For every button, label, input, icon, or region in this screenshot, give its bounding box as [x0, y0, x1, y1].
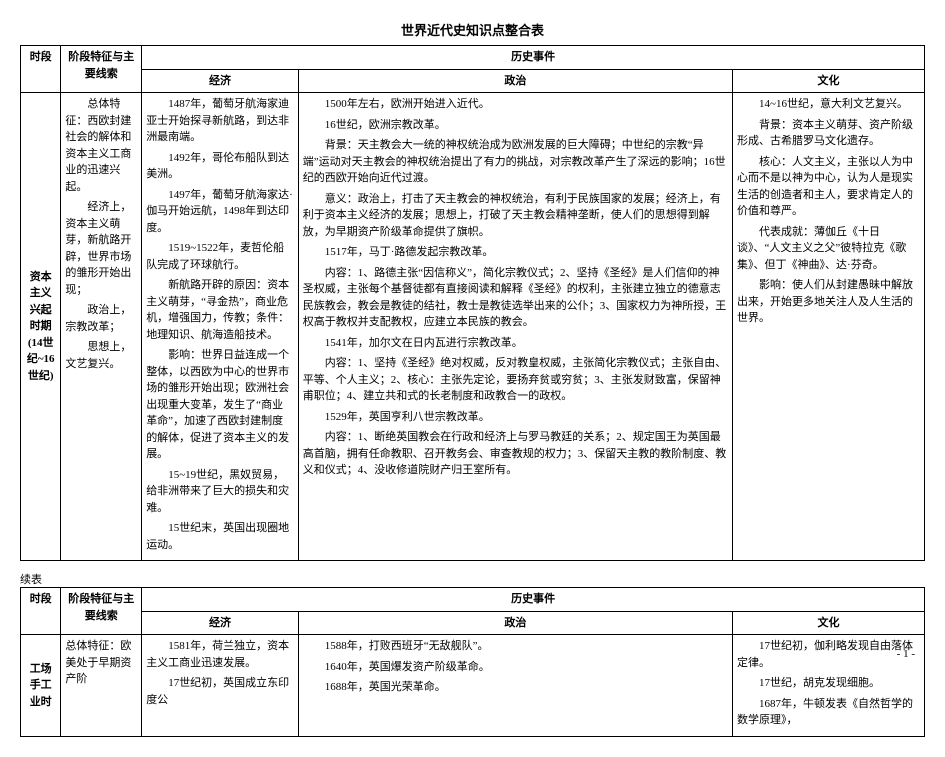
row2-politics: 1588年，打败西班牙“无敌舰队”。1640年，英国爆发资产阶级革命。1688年… [298, 635, 732, 737]
continue-label: 续表 [20, 571, 925, 587]
header-politics: 政治 [298, 69, 732, 93]
header-feature: 阶段特征与主要线索 [61, 46, 142, 93]
main-table: 时段 阶段特征与主要线索 历史事件 经济 政治 文化 资本主义兴起时期(14世纪… [20, 45, 925, 561]
header2-feature: 阶段特征与主要线索 [61, 588, 142, 635]
doc-title: 世界近代史知识点整合表 [20, 20, 925, 39]
row1-period: 资本主义兴起时期(14世纪~16世纪) [21, 93, 61, 561]
row1-politics: 1500年左右，欧洲开始进入近代。16世纪，欧洲宗教改革。背景：天主教会大一统的… [298, 93, 732, 561]
header-economy: 经济 [142, 69, 299, 93]
row1-culture: 14~16世纪，意大利文艺复兴。背景：资本主义萌芽、资产阶级形成、古希腊罗马文化… [733, 93, 925, 561]
header2-politics: 政治 [298, 611, 732, 635]
row2-period: 工场手工业时 [21, 635, 61, 737]
page-number: - 1 - [897, 648, 915, 660]
header-period: 时段 [21, 46, 61, 93]
header2-period: 时段 [21, 588, 61, 635]
header-culture: 文化 [733, 69, 925, 93]
row1-feature: 总体特征：西欧封建社会的解体和资本主义工商业的迅速兴起。经济上，资本主义萌芽，新… [61, 93, 142, 561]
header-events: 历史事件 [142, 46, 925, 70]
continue-table: 时段 阶段特征与主要线索 历史事件 经济 政治 文化 工场手工业时 总体特征：欧… [20, 587, 925, 737]
header2-culture: 文化 [733, 611, 925, 635]
row2-economy: 1581年，荷兰独立，资本主义工商业迅速发展。17世纪初，英国成立东印度公 [142, 635, 299, 737]
row1-economy: 1487年，葡萄牙航海家迪亚士开始探寻新航路，到达非洲最南端。1492年，哥伦布… [142, 93, 299, 561]
row2-feature: 总体特征：欧美处于早期资产阶 [61, 635, 142, 737]
header2-events: 历史事件 [142, 588, 925, 612]
header2-economy: 经济 [142, 611, 299, 635]
